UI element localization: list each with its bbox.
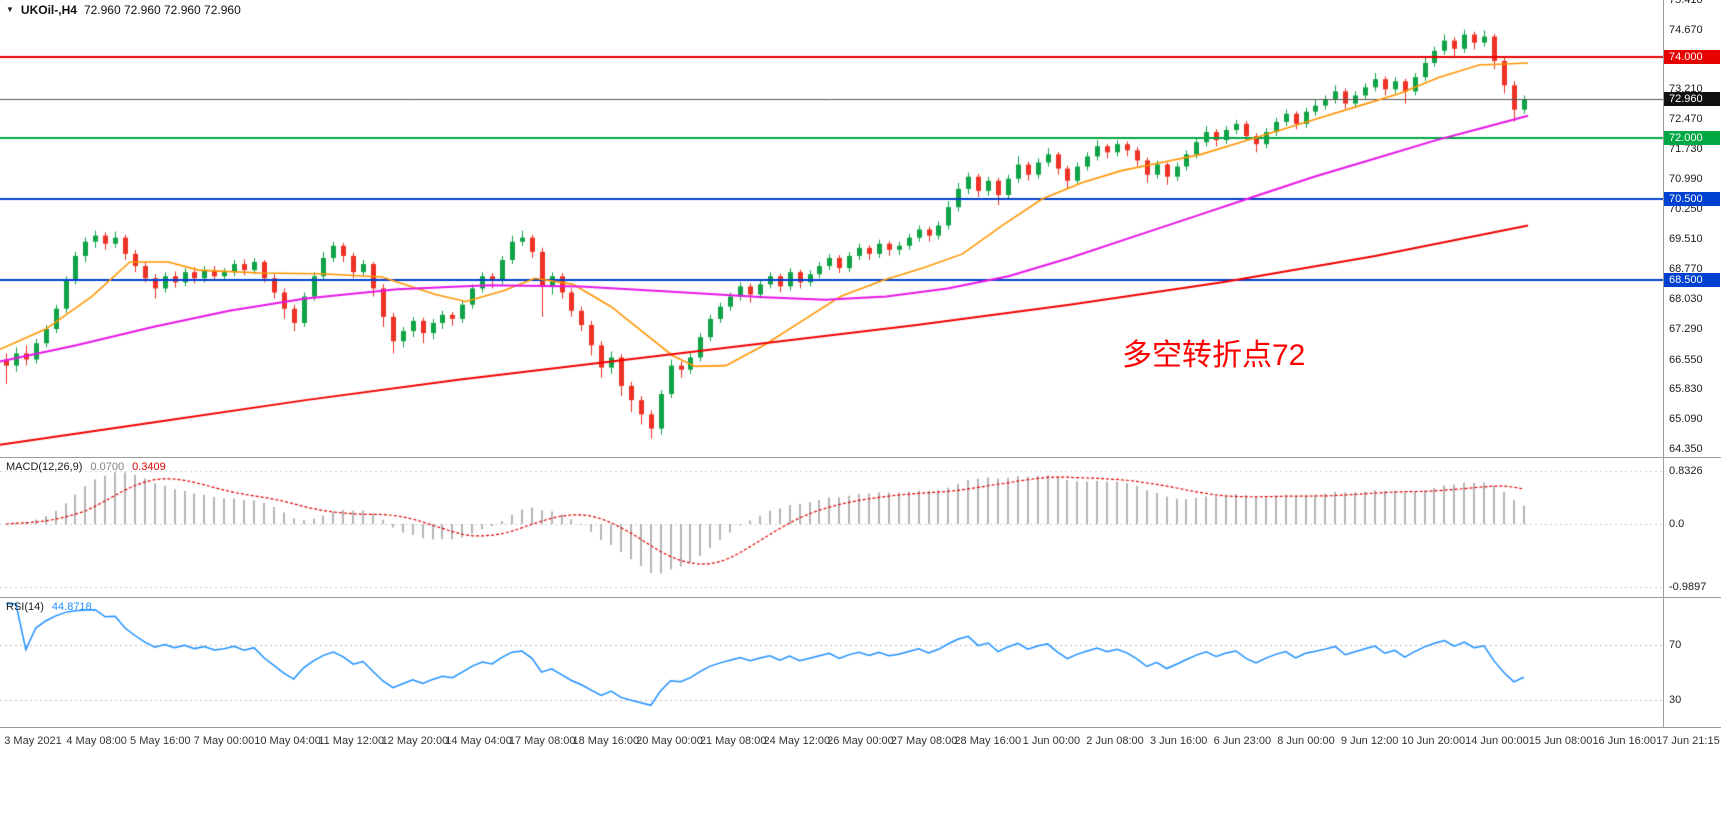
price-axis-label: 71.730 — [1669, 143, 1703, 156]
ohlc-values: 72.960 72.960 72.960 72.960 — [83, 3, 241, 17]
price-level-badge: 72.000 — [1664, 131, 1720, 146]
time-axis-label: 20 May 00:00 — [636, 735, 703, 747]
time-axis[interactable]: 3 May 2021 4 May 08:00 5 May 16:00 7 May 00… — [0, 727, 1721, 757]
panel-separator[interactable] — [0, 597, 1721, 598]
price-axis-label: 75.410 — [1669, 0, 1703, 6]
time-axis-label: 24 May 12:00 — [763, 735, 831, 747]
time-axis-label: 12 May 20:00 — [381, 735, 449, 747]
macd-name: MACD(12,26,9) — [6, 461, 83, 473]
price-axis-label: 66.550 — [1669, 353, 1703, 366]
macd-axis-label: 0.8326 — [1669, 464, 1703, 477]
price-axis-label: 64.350 — [1669, 442, 1703, 455]
macd-signal-value: 0.3409 — [132, 461, 166, 473]
price-level-badge: 74.000 — [1664, 49, 1720, 64]
price-axis-label: 67.290 — [1669, 323, 1703, 336]
price-axis-label: 65.090 — [1669, 412, 1703, 425]
price-level-badge: 70.500 — [1664, 192, 1720, 207]
rsi-value: 44.8718 — [51, 601, 92, 613]
rsi-canvas[interactable] — [0, 598, 1663, 727]
macd-axis-label: -0.9897 — [1669, 581, 1707, 594]
price-level-badge: 68.500 — [1664, 273, 1720, 288]
time-axis-label: 11 May 12:00 — [318, 735, 385, 747]
time-axis-label: 3 May 2021 — [4, 735, 62, 747]
time-axis-label: 2 Jun 08:00 — [1086, 735, 1144, 747]
quick-trade-arrow-icon[interactable]: ▼ — [6, 5, 14, 14]
macd-main-value: 0.0700 — [90, 461, 125, 473]
rsi-axis-label: 70 — [1669, 639, 1682, 652]
price-axis[interactable]: 75.410 74.670 73.210 72.470 71.730 70.990 70.2… — [1664, 0, 1721, 727]
time-axis-label: 6 Jun 23:00 — [1213, 735, 1272, 747]
symbol-info: ▼ UKOil-,H4 72.960 72.960 72.960 72.960 — [6, 3, 241, 17]
time-axis-label: 9 Jun 12:00 — [1340, 735, 1399, 747]
time-axis-label: 1 Jun 00:00 — [1022, 735, 1081, 747]
rsi-axis-label: 30 — [1669, 694, 1682, 707]
macd-indicator-label: MACD(12,26,9) 0.0700 0.3409 — [6, 461, 166, 473]
price-axis-label: 68.030 — [1669, 293, 1703, 306]
price-chart-canvas[interactable] — [0, 0, 1663, 457]
time-axis-label: 18 May 16:00 — [572, 735, 640, 747]
time-axis-label: 26 May 00:00 — [827, 735, 894, 747]
time-axis-label: 17 Jun 21:15 — [1656, 735, 1720, 747]
axis-separator — [1663, 0, 1664, 727]
current-price-badge: 72.960 — [1664, 92, 1720, 107]
price-axis-label: 72.470 — [1669, 113, 1703, 126]
macd-axis-label: 0.0 — [1669, 518, 1685, 530]
time-axis-label: 28 May 16:00 — [954, 735, 1022, 747]
rsi-indicator-label: RSI(14) 44.8718 — [6, 601, 92, 613]
time-axis-label: 15 Jun 08:00 — [1528, 735, 1593, 747]
panel-separator[interactable] — [0, 727, 1721, 728]
time-axis-label: 5 May 16:00 — [130, 735, 191, 747]
symbol-timeframe-label: UKOil-,H4 — [20, 3, 77, 17]
time-axis-label: 10 Jun 20:00 — [1401, 735, 1466, 747]
time-axis-label: 21 May 08:00 — [699, 735, 767, 747]
time-axis-label: 3 Jun 16:00 — [1149, 735, 1208, 747]
panel-separator[interactable] — [0, 457, 1721, 458]
time-axis-label: 14 Jun 00:00 — [1465, 735, 1529, 747]
price-axis-label: 69.510 — [1669, 233, 1703, 246]
price-axis-label: 65.830 — [1669, 382, 1703, 395]
rsi-name: RSI(14) — [6, 601, 44, 613]
macd-canvas[interactable] — [0, 458, 1663, 597]
time-axis-label: 14 May 04:00 — [445, 735, 512, 747]
price-axis-label: 74.670 — [1669, 23, 1703, 36]
time-axis-label: 17 May 08:00 — [508, 735, 576, 747]
chart-annotation-text[interactable]: 多空转折点72 — [1122, 339, 1306, 372]
time-axis-label: 4 May 08:00 — [66, 735, 127, 747]
time-axis-label: 7 May 00:00 — [193, 735, 255, 747]
price-axis-label: 70.990 — [1669, 173, 1703, 186]
time-axis-label: 8 Jun 00:00 — [1277, 735, 1335, 747]
price-axis-label: 73.210 — [1669, 82, 1703, 95]
price-axis-label: 68.770 — [1669, 263, 1703, 276]
price-axis-label: 70.250 — [1669, 203, 1703, 216]
time-axis-label: 10 May 04:00 — [254, 735, 321, 747]
time-axis-label: 27 May 08:00 — [890, 735, 958, 747]
time-axis-label: 16 Jun 16:00 — [1592, 735, 1657, 747]
